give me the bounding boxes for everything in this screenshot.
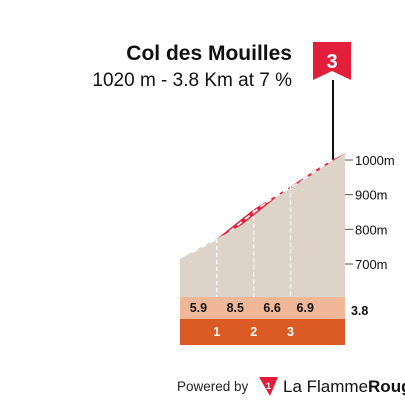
gradient-label: 6.6 [263,301,280,315]
profile-front-face-end [319,153,345,297]
altitude-tick-label: 900m [355,188,388,203]
gradient-label: 6.9 [297,301,314,315]
brand-logo-icon [259,377,278,396]
flag-category-label: 3 [326,51,337,73]
gradient-label: 8.5 [227,301,244,315]
altitude-tick-label: 700m [355,257,388,272]
category-flag: 3 [313,42,351,163]
brand-name: La FlammeRouge [283,377,405,396]
altitude-tick-label: 1000m [355,153,395,168]
km-band [180,319,345,345]
profile-centre-dash [265,178,304,204]
km-marker-label: 3 [287,325,294,339]
km-marker-label: 2 [250,325,257,339]
chart-subtitle: 1020 m - 3.8 Km at 7 % [92,70,292,91]
gradient-label: 5.9 [190,301,207,315]
profile-centre-dash [302,159,333,181]
powered-by-text: Powered by [177,379,249,394]
brand-name-prefix: La Flamme [283,377,368,396]
profile-layer: 5.9 8.5 6.6 6.9 1 2 3 3.8 700m 800m 900m 1000m [180,153,395,345]
brand-logo-mark: 1 [266,381,271,391]
km-marker-label: 1 [213,325,220,339]
brand-name-suffix: Rouge [368,377,405,396]
total-distance-label: 3.8 [351,304,368,318]
altitude-tick-label: 800m [355,222,388,237]
gradient-band [180,297,345,319]
profile-front-face [180,167,320,297]
profile-centre-dash [228,201,267,233]
footer: Powered by 1 La FlammeRouge [177,377,405,396]
flag-banner [313,42,351,80]
chart-title: Col des Mouilles [126,42,292,65]
